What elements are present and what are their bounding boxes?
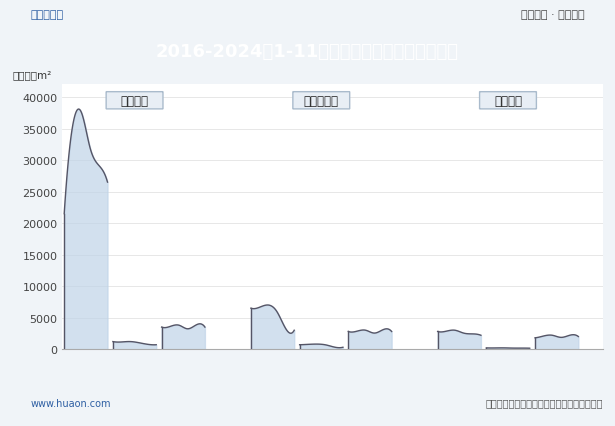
Text: 数据来源：国家统计局，华经产业研究院整理: 数据来源：国家统计局，华经产业研究院整理 xyxy=(485,397,603,408)
Text: 华经情报网: 华经情报网 xyxy=(31,10,64,20)
FancyBboxPatch shape xyxy=(293,92,350,109)
FancyBboxPatch shape xyxy=(106,92,163,109)
Text: 竣工面积: 竣工面积 xyxy=(494,95,522,107)
Text: 2016-2024年1-11月湖北省房地产施工面积情况: 2016-2024年1-11月湖北省房地产施工面积情况 xyxy=(156,43,459,61)
Text: 专业严谨 · 客观科学: 专业严谨 · 客观科学 xyxy=(521,10,584,20)
Text: www.huaon.com: www.huaon.com xyxy=(31,397,111,408)
FancyBboxPatch shape xyxy=(480,92,536,109)
Text: 施工面积: 施工面积 xyxy=(121,95,149,107)
Text: 单位：万m²: 单位：万m² xyxy=(13,70,52,80)
Text: 新开工面积: 新开工面积 xyxy=(304,95,339,107)
